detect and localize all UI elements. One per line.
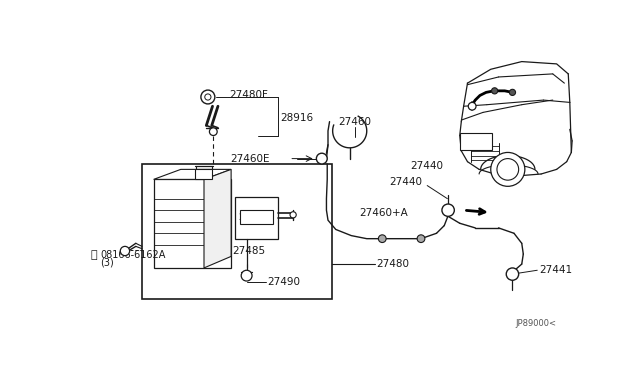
Text: 27441: 27441 [539, 265, 572, 275]
Circle shape [442, 204, 454, 217]
Circle shape [378, 235, 386, 243]
Circle shape [491, 153, 525, 186]
Text: Ⓑ: Ⓑ [91, 250, 97, 260]
Text: 27480F: 27480F [229, 90, 268, 100]
Circle shape [492, 88, 498, 94]
Polygon shape [154, 169, 231, 179]
Text: 27460: 27460 [339, 117, 372, 126]
Circle shape [209, 128, 217, 135]
Bar [235, 197, 278, 240]
Text: 27485: 27485 [232, 246, 266, 256]
Text: 27460E: 27460E [230, 154, 270, 164]
Bar [142, 164, 332, 299]
Circle shape [509, 89, 516, 96]
Circle shape [241, 270, 252, 281]
Text: JP89000<: JP89000< [516, 319, 557, 328]
Text: 28916: 28916 [280, 113, 313, 123]
Bar [195, 169, 212, 179]
Circle shape [417, 235, 425, 243]
Circle shape [205, 94, 211, 100]
Circle shape [506, 268, 518, 280]
Text: 27460+A: 27460+A [359, 208, 408, 218]
Polygon shape [204, 169, 231, 268]
Text: 27480: 27480 [376, 259, 409, 269]
Circle shape [201, 90, 215, 104]
Circle shape [497, 158, 518, 180]
Text: 27490: 27490 [268, 277, 301, 287]
Text: 08166-6162A: 08166-6162A [100, 250, 166, 260]
Text: 27440: 27440 [411, 161, 444, 171]
Circle shape [468, 102, 476, 110]
Text: 28921M: 28921M [239, 213, 275, 222]
Bar [241, 210, 273, 224]
Circle shape [316, 153, 327, 164]
Text: 27440: 27440 [389, 177, 422, 187]
Bar [154, 179, 231, 268]
Circle shape [290, 212, 296, 218]
Circle shape [120, 246, 129, 256]
Bar [460, 133, 492, 150]
Text: (3): (3) [100, 257, 114, 267]
